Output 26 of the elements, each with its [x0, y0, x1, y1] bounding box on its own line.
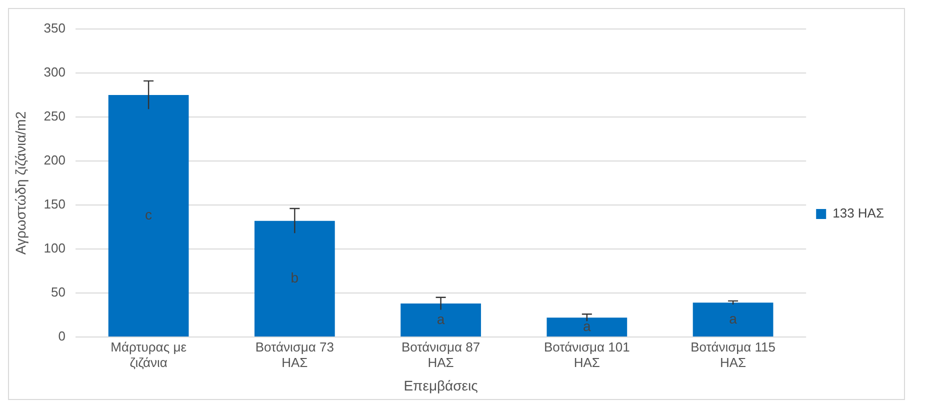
y-tick-label: 200 [44, 152, 66, 168]
y-axis-title: Αγρωστώδη ζιζάνια/m2 [12, 111, 28, 255]
x-tick-label: Βοτάνισμα 73 ΗΑΣ [255, 339, 334, 370]
x-tick-label: Βοτάνισμα 87 ΗΑΣ [401, 339, 480, 370]
x-axis-title: Επεμβάσεις [404, 377, 478, 394]
bar [400, 304, 481, 336]
bar [692, 302, 774, 336]
annotation: c [145, 206, 152, 223]
x-tick-label: Μάρτυρας με ζιζάνια [110, 339, 187, 370]
annotation: a [729, 310, 738, 326]
annotation: a [436, 310, 445, 327]
bar [254, 220, 335, 336]
y-tick-label: 150 [44, 196, 66, 212]
y-tick-label: 100 [44, 240, 66, 256]
legend-label: 133 ΗΑΣ [832, 206, 884, 221]
y-tick-label: 250 [44, 108, 66, 124]
y-tick-label: 350 [44, 20, 66, 36]
y-tick-label: 300 [44, 64, 66, 80]
y-tick-label: 0 [58, 328, 66, 344]
annotation: a [583, 318, 592, 334]
bar [546, 318, 628, 336]
x-tick-label: Βοτάνισμα 115 ΗΑΣ [690, 339, 776, 370]
x-tick-label: Βοτάνισμα 101 ΗΑΣ [544, 339, 630, 370]
bar [108, 95, 189, 336]
y-tick-label: 50 [51, 284, 66, 300]
annotation: b [290, 270, 299, 286]
